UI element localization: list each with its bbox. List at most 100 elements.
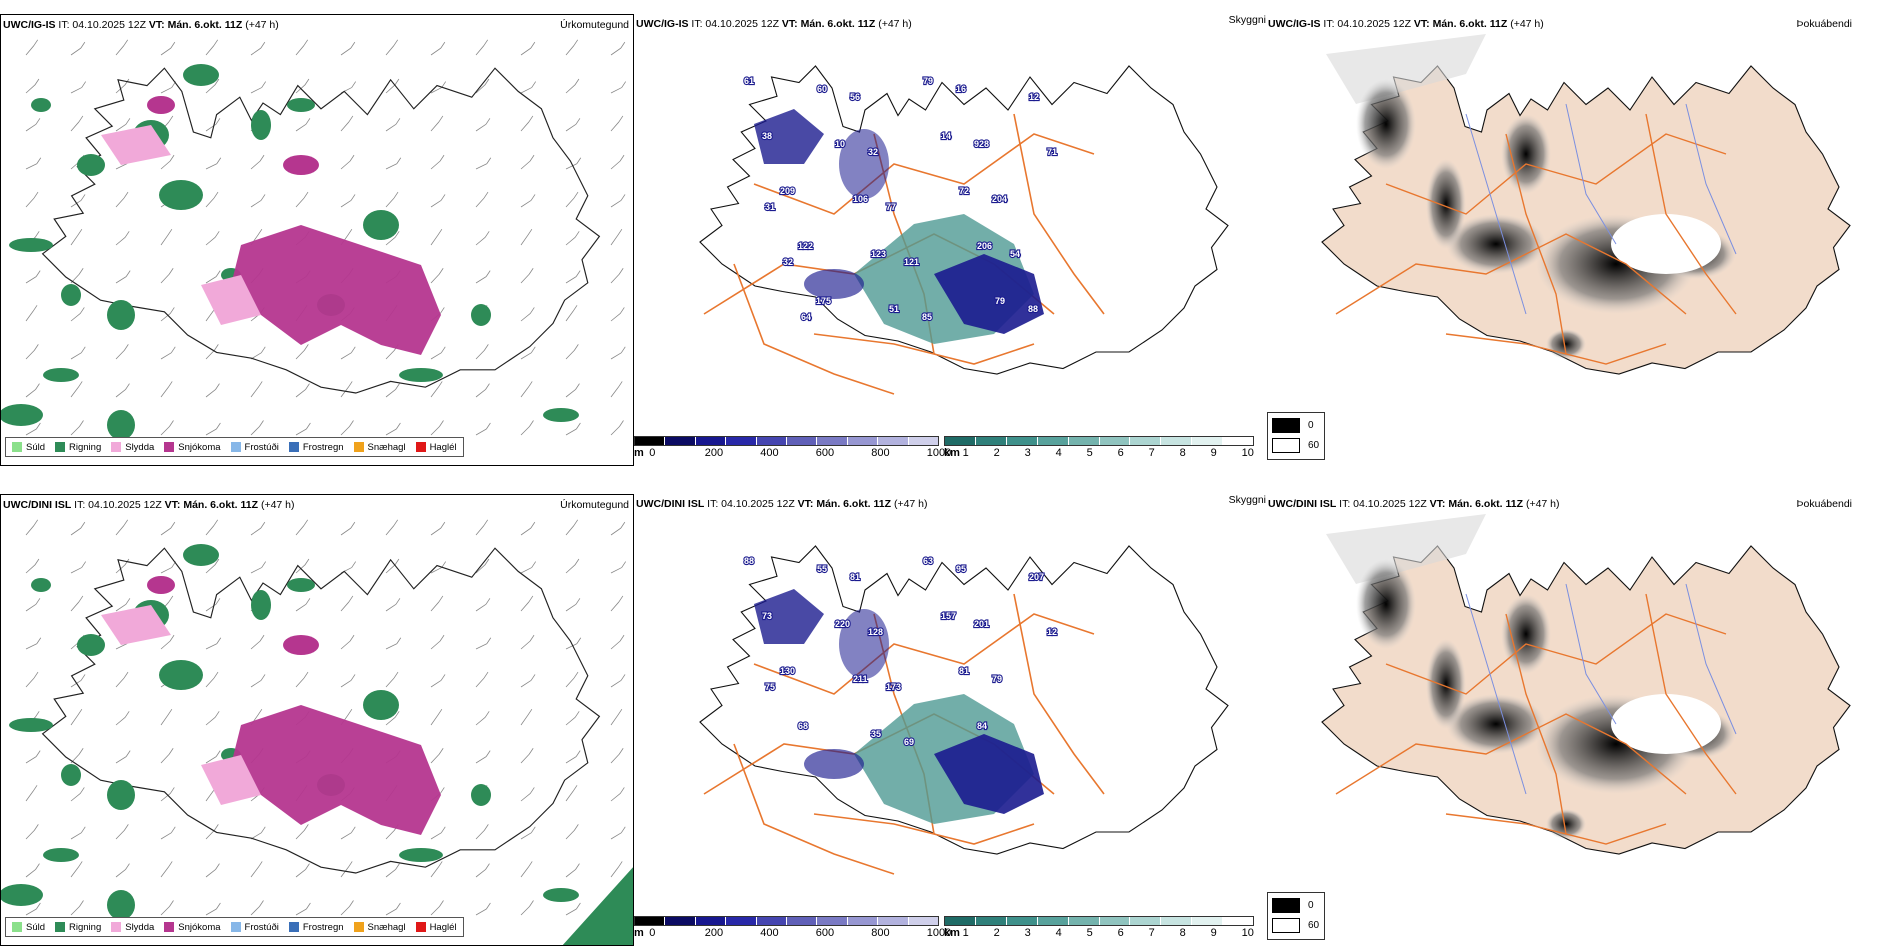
visibility-value-label: 85 <box>922 312 932 322</box>
legend-item-haglél: Haglél <box>415 442 457 453</box>
visibility-value-label: 32 <box>868 147 878 157</box>
colorbar-segment <box>665 437 696 445</box>
colorbar-segment <box>1006 917 1038 925</box>
panel-header: UWC/DINI ISL IT: 04.10.2025 12Z VT: Mán.… <box>1268 498 1560 510</box>
colorbar-segment <box>908 437 939 445</box>
colorbar-segment <box>1223 917 1254 925</box>
colorbar-segment <box>1099 917 1131 925</box>
legend-item-frostúði: Frostúði <box>230 922 279 933</box>
fog-legend: 0 60 <box>1267 892 1325 940</box>
visibility-value-label: 56 <box>850 92 860 102</box>
colorbar-segment <box>817 917 848 925</box>
colorbar-tick-label: 600 <box>815 927 835 939</box>
colorbar-tick-label: 5 <box>1086 927 1093 939</box>
legend-swatch <box>164 442 175 452</box>
visibility-value-label: 77 <box>886 202 896 212</box>
precip-panel-row1: UWC/IG-IS IT: 04.10.2025 12Z VT: Mán. 6.… <box>0 14 634 466</box>
legend-label: Frostregn <box>302 441 344 453</box>
colorbar-tick-label: 7 <box>1148 447 1155 459</box>
legend-label: Snæhagl <box>367 441 406 453</box>
colorbar-tick-label: 6 <box>1117 447 1124 459</box>
colorbar-unit: m <box>634 927 644 939</box>
colorbar-tick-label: 0 <box>649 927 656 939</box>
legend-label: Rigning <box>69 921 102 933</box>
visibility-map: 88 55 81 63 95 207 73 220 128 157 201 12 130 211 173 81… <box>699 545 1229 875</box>
visibility-value-label: 51 <box>889 304 899 314</box>
colorbar-segment <box>726 437 757 445</box>
colorbar-segment <box>665 917 696 925</box>
colorbar-segment <box>1192 437 1224 445</box>
visibility-value-label: 928 <box>974 139 989 149</box>
legend-item-súld: Súld <box>12 922 45 933</box>
legend-swatch <box>353 922 364 932</box>
colorbar-tick-label: 1000 <box>926 447 952 459</box>
visibility-value-label: 16 <box>956 84 966 94</box>
colorbar-tick-label: 2 <box>993 447 1000 459</box>
colorbar-tick-label: 9 <box>1210 447 1217 459</box>
panel-header: UWC/IG-IS IT: 04.10.2025 12Z VT: Mán. 6.… <box>3 19 279 31</box>
visibility-value-label: 14 <box>941 131 951 141</box>
legend-swatch <box>12 922 22 932</box>
fog-index-map <box>1321 34 1851 375</box>
legend-swatch <box>12 442 22 452</box>
legend-label: Frostregn <box>302 921 344 933</box>
visibility-value-label: 68 <box>798 721 808 731</box>
visibility-value-label: 121 <box>904 257 919 267</box>
visibility-value-label: 209 <box>780 186 795 196</box>
colorbar-segment <box>1192 917 1224 925</box>
colorbar-segment <box>1223 437 1254 445</box>
panel-title: Þokuábendi <box>1796 498 1852 510</box>
panel-title: Skyggni <box>1228 494 1266 506</box>
visibility-value-label: 79 <box>992 674 1002 684</box>
colorbar-segment <box>635 917 666 925</box>
legend-item-frostúði: Frostúði <box>230 441 279 453</box>
legend-swatch <box>230 442 241 452</box>
colorbar-tick-label: 200 <box>704 447 724 459</box>
visibility-value-label: 157 <box>941 611 956 621</box>
colorbar-tick-label: 800 <box>871 927 890 939</box>
legend-swatch <box>415 922 426 932</box>
colorbar-segment <box>1006 437 1038 445</box>
panel-header: UWC/IG-IS IT: 04.10.2025 12Z VT: Mán. 6.… <box>636 18 912 30</box>
visibility-value-label: 79 <box>995 296 1005 306</box>
colorbar-segment <box>975 917 1007 925</box>
colorbar-segment <box>1099 437 1131 445</box>
legend-label: Snjókoma <box>178 441 221 453</box>
colorbar-tick-label: 800 <box>871 447 890 459</box>
legend-label: Slydda <box>125 441 155 453</box>
colorbar-tick-label: 3 <box>1024 447 1031 459</box>
visibility-colorbar: km 1 2 3 4 5 6 7 8 9 10 <box>944 436 1254 460</box>
visibility-value-label: 64 <box>801 312 811 322</box>
colorbar-segment <box>817 437 848 445</box>
visibility-value-label: 220 <box>835 619 850 629</box>
panel-header: UWC/DINI ISL IT: 04.10.2025 12Z VT: Mán.… <box>636 498 928 510</box>
colorbar-segment <box>847 437 879 445</box>
visibility-value-label: 123 <box>871 249 886 259</box>
legend-item-haglél: Haglél <box>415 922 457 933</box>
colorbar-unit: m <box>634 447 644 459</box>
visibility-value-label: 73 <box>762 611 772 621</box>
visibility-panel-row2: UWC/DINI ISL IT: 04.10.2025 12Z VT: Mán.… <box>634 494 1266 946</box>
visibility-value-label: 35 <box>871 729 881 739</box>
visibility-value-label: 31 <box>765 202 775 212</box>
colorbar-tick-label: 600 <box>815 447 835 459</box>
legend-item-slydda: Slydda <box>111 922 154 933</box>
colorbar-tick-label: 9 <box>1210 927 1217 939</box>
colorbar-segment <box>1130 917 1162 925</box>
colorbar-tick-label: 400 <box>760 927 779 939</box>
colorbar-tick-label: 1 <box>962 447 969 459</box>
legend-label: Frostúði <box>244 441 279 453</box>
visibility-value-label: 61 <box>744 76 754 86</box>
visibility-value-label: 81 <box>959 666 969 676</box>
legend-swatch <box>55 922 66 932</box>
legend-swatch <box>55 442 66 452</box>
legend-item-rigning: Rigning <box>55 922 101 933</box>
visibility-value-label: 95 <box>956 564 966 574</box>
panel-header: UWC/DINI ISL IT: 04.10.2025 12Z VT: Mán.… <box>3 499 295 511</box>
visibility-value-label: 71 <box>1047 147 1057 157</box>
visibility-value-label: 128 <box>868 627 883 637</box>
visibility-value-label: 175 <box>816 296 831 306</box>
fog-index-map <box>1321 514 1851 855</box>
legend-label: Súld <box>26 441 46 453</box>
legend-label: Snjókoma <box>178 921 221 933</box>
